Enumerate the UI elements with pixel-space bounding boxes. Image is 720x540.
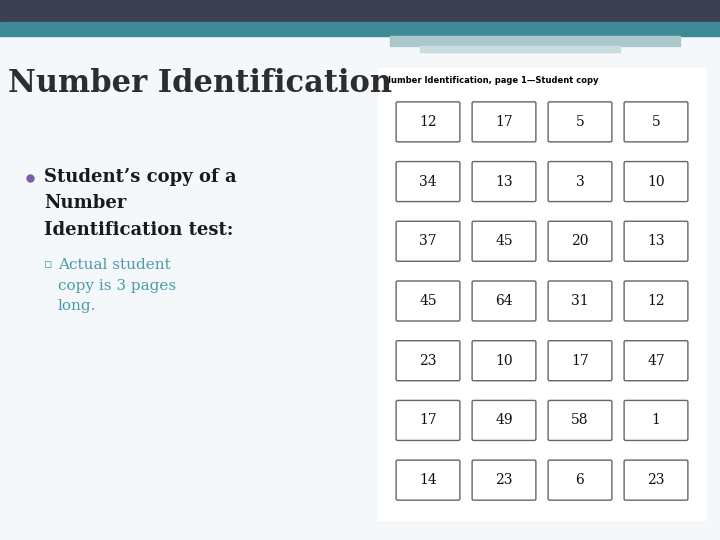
FancyBboxPatch shape — [472, 221, 536, 261]
Text: 17: 17 — [495, 115, 513, 129]
FancyBboxPatch shape — [548, 341, 612, 381]
FancyBboxPatch shape — [548, 221, 612, 261]
FancyBboxPatch shape — [624, 281, 688, 321]
FancyBboxPatch shape — [624, 221, 688, 261]
FancyBboxPatch shape — [548, 161, 612, 201]
Text: Number Identification, page 1—Student copy: Number Identification, page 1—Student co… — [384, 76, 598, 85]
Text: 49: 49 — [495, 414, 513, 428]
Text: 10: 10 — [495, 354, 513, 368]
Bar — [420, 46, 620, 52]
Text: 13: 13 — [495, 174, 513, 188]
Text: 34: 34 — [419, 174, 437, 188]
FancyBboxPatch shape — [548, 102, 612, 142]
FancyBboxPatch shape — [396, 401, 460, 441]
Text: 20: 20 — [571, 234, 589, 248]
Text: Actual student
copy is 3 pages
long.: Actual student copy is 3 pages long. — [58, 258, 176, 313]
FancyBboxPatch shape — [624, 460, 688, 500]
Text: 6: 6 — [575, 473, 585, 487]
Text: 31: 31 — [571, 294, 589, 308]
FancyBboxPatch shape — [548, 281, 612, 321]
Text: Number Identification: Number Identification — [8, 68, 392, 99]
FancyBboxPatch shape — [472, 401, 536, 441]
FancyBboxPatch shape — [396, 281, 460, 321]
Bar — [390, 36, 680, 46]
Text: 23: 23 — [419, 354, 437, 368]
Bar — [0, 0, 720, 22]
FancyBboxPatch shape — [624, 401, 688, 441]
Text: 1: 1 — [652, 414, 660, 428]
Text: 23: 23 — [647, 473, 665, 487]
Text: 58: 58 — [571, 414, 589, 428]
Text: 64: 64 — [495, 294, 513, 308]
FancyBboxPatch shape — [472, 102, 536, 142]
Text: 45: 45 — [495, 234, 513, 248]
FancyBboxPatch shape — [396, 221, 460, 261]
Text: 45: 45 — [419, 294, 437, 308]
FancyBboxPatch shape — [396, 460, 460, 500]
FancyBboxPatch shape — [548, 460, 612, 500]
Text: 10: 10 — [647, 174, 665, 188]
FancyBboxPatch shape — [472, 341, 536, 381]
Bar — [0, 22, 720, 36]
FancyBboxPatch shape — [396, 102, 460, 142]
Text: 47: 47 — [647, 354, 665, 368]
FancyBboxPatch shape — [396, 161, 460, 201]
Text: 17: 17 — [571, 354, 589, 368]
FancyBboxPatch shape — [396, 341, 460, 381]
Text: 14: 14 — [419, 473, 437, 487]
FancyBboxPatch shape — [624, 161, 688, 201]
Text: 12: 12 — [419, 115, 437, 129]
FancyBboxPatch shape — [624, 341, 688, 381]
Bar — [378, 68, 706, 520]
FancyBboxPatch shape — [548, 401, 612, 441]
Text: 37: 37 — [419, 234, 437, 248]
Text: 17: 17 — [419, 414, 437, 428]
FancyBboxPatch shape — [624, 102, 688, 142]
Text: 3: 3 — [575, 174, 585, 188]
Text: 13: 13 — [647, 234, 665, 248]
Text: 12: 12 — [647, 294, 665, 308]
FancyBboxPatch shape — [472, 161, 536, 201]
Text: Student’s copy of a
Number
Identification test:: Student’s copy of a Number Identificatio… — [44, 168, 237, 239]
Text: 23: 23 — [495, 473, 513, 487]
FancyBboxPatch shape — [472, 460, 536, 500]
FancyBboxPatch shape — [472, 281, 536, 321]
Text: 5: 5 — [575, 115, 585, 129]
Text: ▫: ▫ — [44, 258, 53, 271]
Text: 5: 5 — [652, 115, 660, 129]
